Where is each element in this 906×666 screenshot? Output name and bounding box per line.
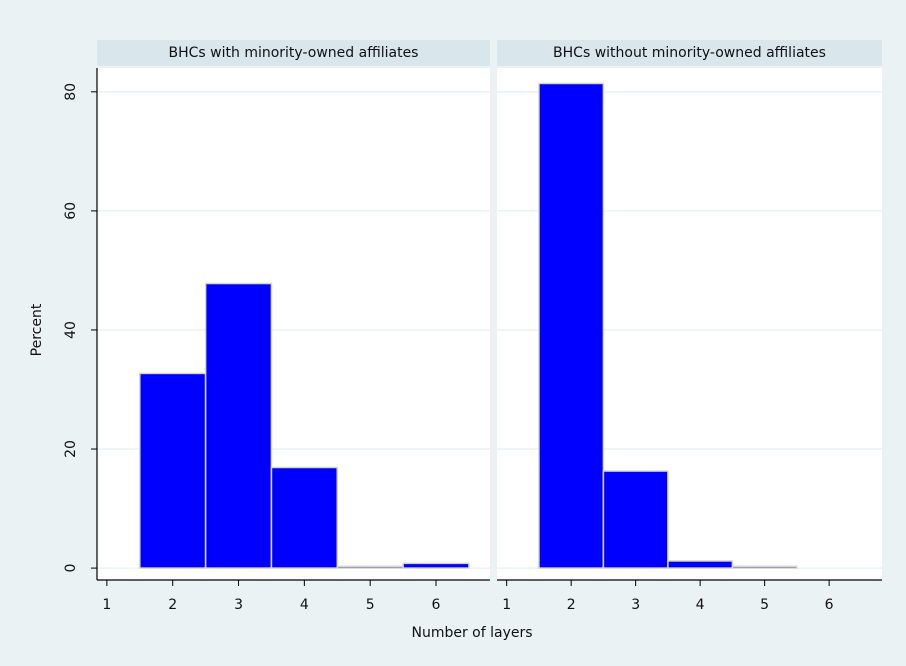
panel-title: BHCs without minority-owned affiliates (553, 45, 826, 61)
y-tick-label: 0 (63, 564, 79, 573)
y-tick-label: 20 (63, 440, 79, 458)
bar (204, 282, 273, 569)
x-tick-label: 2 (567, 597, 576, 613)
x-tick-label: 3 (631, 597, 640, 613)
x-tick-label: 1 (502, 597, 511, 613)
x-tick-label: 4 (300, 597, 309, 613)
y-tick-label: 60 (63, 202, 79, 220)
x-tick-label: 5 (366, 597, 375, 613)
y-tick-label: 40 (63, 321, 79, 339)
y-axis-label: Percent (29, 303, 45, 356)
panel-title-strip (497, 40, 882, 66)
bar (667, 560, 734, 569)
panel-title: BHCs with minority-owned affiliates (169, 45, 419, 61)
bar (139, 372, 207, 569)
bar (270, 466, 339, 569)
bar (402, 562, 470, 569)
panel-title-strip (97, 40, 490, 66)
x-tick-label: 5 (760, 597, 769, 613)
x-tick-label: 6 (825, 597, 834, 613)
bar (731, 565, 798, 569)
x-axis-label: Number of layers (411, 625, 532, 641)
bar (602, 470, 669, 569)
x-tick-label: 3 (234, 597, 243, 613)
bar (538, 82, 605, 569)
bar (336, 565, 404, 569)
x-tick-label: 1 (102, 597, 111, 613)
x-tick-label: 2 (168, 597, 177, 613)
x-tick-label: 6 (432, 597, 441, 613)
y-tick-label: 80 (63, 83, 79, 101)
x-tick-label: 4 (696, 597, 705, 613)
